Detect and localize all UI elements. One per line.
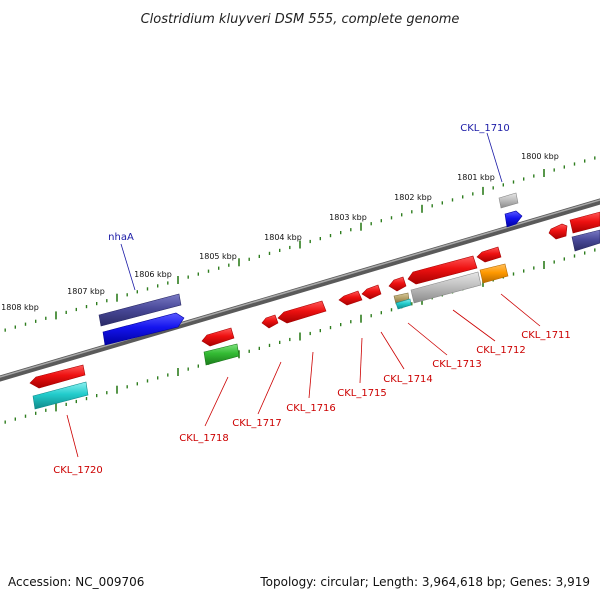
gene-label-CKL-1717[interactable]: CKL_1717 <box>232 418 282 429</box>
gene-nhaA[interactable] <box>102 312 185 346</box>
accession-text: Accession: NC_009706 <box>8 575 144 589</box>
ruler-label: 1801 kbp <box>457 173 495 182</box>
leader-line <box>407 322 448 356</box>
gene-label-CKL-1711[interactable]: CKL_1711 <box>521 330 571 341</box>
coordinate-ruler-inner <box>4 248 596 424</box>
gene-label-CKL-1715[interactable]: CKL_1715 <box>337 388 387 399</box>
coordinate-ruler-outer <box>4 156 596 332</box>
leader-line <box>486 132 503 183</box>
ruler-label: 1800 kbp <box>521 152 559 161</box>
leader-line <box>308 351 314 399</box>
gene-label-CKL-1714[interactable]: CKL_1714 <box>383 374 433 385</box>
leader-line <box>257 361 282 415</box>
label-leader-lines <box>66 132 541 458</box>
gene-label-CKL-1713[interactable]: CKL_1713 <box>432 359 482 370</box>
gene-CKL-1712-secondary[interactable] <box>479 263 509 284</box>
gene-offscreen-navy[interactable] <box>571 229 600 252</box>
gene-label-nhaA[interactable]: nhaA <box>108 232 134 243</box>
gene-CKL-1716[interactable] <box>277 300 327 324</box>
gene-label-CKL-1718[interactable]: CKL_1718 <box>179 433 229 444</box>
ruler-label: 1807 kbp <box>67 287 105 296</box>
leader-line <box>452 309 496 342</box>
gene-label-CKL-1712[interactable]: CKL_1712 <box>476 345 526 356</box>
gene-label-CKL-1720[interactable]: CKL_1720 <box>53 465 103 476</box>
ruler-label: 1803 kbp <box>329 213 367 222</box>
genome-info-text: Topology: circular; Length: 3,964,618 bp… <box>259 575 590 589</box>
forward-genes <box>98 192 600 346</box>
ruler-label: 1802 kbp <box>394 193 432 202</box>
reverse-genes <box>29 246 509 410</box>
gene-CKL-1714-tertiary[interactable] <box>395 298 412 310</box>
ruler-label: 1808 kbp <box>1 303 39 312</box>
gene-offscreen-red[interactable] <box>569 211 600 234</box>
gene-CKL-1712[interactable] <box>476 246 502 263</box>
gene-CKL-1715b[interactable] <box>361 284 382 300</box>
leader-line <box>359 337 363 384</box>
gene-label-CKL-1710[interactable]: CKL_1710 <box>460 123 510 134</box>
gene-CKL-1718[interactable] <box>201 327 235 347</box>
ruler-label: 1805 kbp <box>199 252 237 261</box>
genome-backbone <box>0 198 600 382</box>
gene-CKL-1715[interactable] <box>338 290 363 306</box>
gene-CKL-1720-secondary[interactable] <box>32 381 89 410</box>
map-title: Clostridium kluyveri DSM 555, complete g… <box>141 12 460 27</box>
gene-CKL-1710[interactable] <box>504 210 523 228</box>
gene-CKL-1714[interactable] <box>388 276 407 292</box>
gene-CKL-1710-secondary[interactable] <box>498 192 519 209</box>
gene-nhaA-secondary[interactable] <box>98 293 182 327</box>
ruler-labels: 1808 kbp 1807 kbp 1806 kbp 1805 kbp 1804… <box>1 152 559 312</box>
ruler-label: 1806 kbp <box>134 270 172 279</box>
leader-line <box>380 331 405 370</box>
leader-line <box>500 293 541 327</box>
gene-label-CKL-1716[interactable]: CKL_1716 <box>286 403 336 414</box>
leader-line <box>120 243 136 291</box>
gene-CKL-1713-secondary[interactable] <box>410 271 482 304</box>
gene-CKL-1717[interactable] <box>261 314 279 329</box>
gene-CKL-1720[interactable] <box>29 364 86 389</box>
leader-line <box>66 414 79 458</box>
gene-CKL-1713[interactable] <box>407 255 478 285</box>
gene-CKL-1718-secondary[interactable] <box>203 343 240 366</box>
gene-CKL-1711-red[interactable] <box>548 223 568 240</box>
leader-line <box>204 376 229 427</box>
gene-labels: nhaA CKL_1710 CKL_1720 CKL_1718 CKL_1717… <box>53 123 571 476</box>
ruler-label: 1804 kbp <box>264 233 302 242</box>
